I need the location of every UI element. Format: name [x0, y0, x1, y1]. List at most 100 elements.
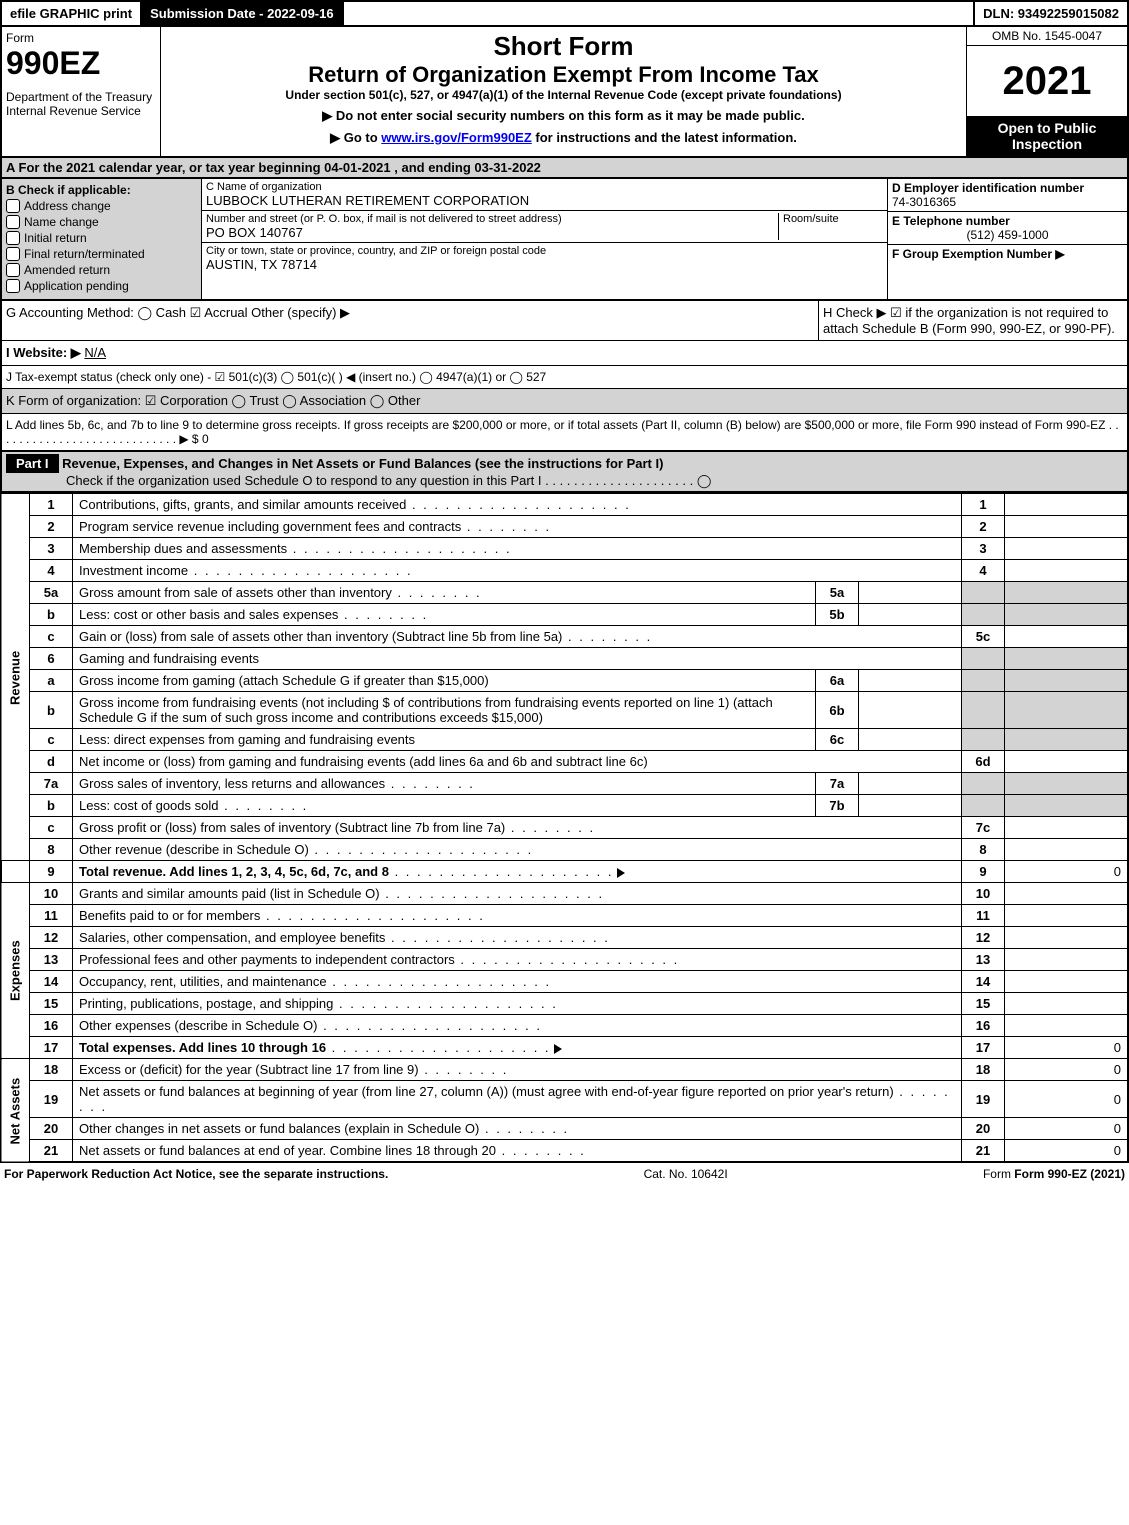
row-7a-amt	[1005, 773, 1129, 795]
instruction-ssn: ▶ Do not enter social security numbers o…	[165, 108, 962, 124]
row-6c-subref: 6c	[816, 729, 859, 751]
efile-print[interactable]: efile GRAPHIC print	[2, 2, 142, 25]
row-21-num: 21	[30, 1140, 73, 1163]
row-6d-ref: 6d	[962, 751, 1005, 773]
row-7c-desc: Gross profit or (loss) from sales of inv…	[73, 817, 962, 839]
row-7a-subref: 7a	[816, 773, 859, 795]
row-16-num: 16	[30, 1015, 73, 1037]
row-7a-ref	[962, 773, 1005, 795]
chk-application-pending[interactable]: Application pending	[6, 279, 197, 293]
header-center: Short Form Return of Organization Exempt…	[161, 27, 966, 156]
row-11-amt	[1005, 905, 1129, 927]
city-value: AUSTIN, TX 78714	[206, 257, 883, 272]
top-bar: efile GRAPHIC print Submission Date - 20…	[0, 0, 1129, 27]
street-label: Number and street (or P. O. box, if mail…	[206, 213, 778, 225]
row-13-desc: Professional fees and other payments to …	[73, 949, 962, 971]
row-8-num: 8	[30, 839, 73, 861]
row-19-ref: 19	[962, 1081, 1005, 1118]
row-12-num: 12	[30, 927, 73, 949]
row-17-amt: 0	[1005, 1037, 1129, 1059]
row-6-ref	[962, 648, 1005, 670]
chk-amended-return[interactable]: Amended return	[6, 263, 197, 277]
row-9-desc: Total revenue. Add lines 1, 2, 3, 4, 5c,…	[73, 861, 962, 883]
row-5a-ref	[962, 582, 1005, 604]
instr2-post: for instructions and the latest informat…	[532, 130, 797, 145]
row-5a-subref: 5a	[816, 582, 859, 604]
row-5a-subamt	[859, 582, 962, 604]
org-info-grid: B Check if applicable: Address change Na…	[0, 179, 1129, 301]
row-5b-subamt	[859, 604, 962, 626]
row-16-ref: 16	[962, 1015, 1005, 1037]
row-1-num: 1	[30, 494, 73, 516]
netassets-side-label: Net Assets	[1, 1059, 30, 1163]
misc-section: G Accounting Method: ◯ Cash ☑ Accrual Ot…	[0, 301, 1129, 452]
row-15-ref: 15	[962, 993, 1005, 1015]
row-5c-amt	[1005, 626, 1129, 648]
row-7b-desc: Less: cost of goods sold	[73, 795, 816, 817]
row-3-desc: Membership dues and assessments	[73, 538, 962, 560]
row-13-ref: 13	[962, 949, 1005, 971]
col-b-title: B Check if applicable:	[6, 183, 197, 197]
row-6-desc: Gaming and fundraising events	[73, 648, 962, 670]
chk-final-return[interactable]: Final return/terminated	[6, 247, 197, 261]
row-6a-subamt	[859, 670, 962, 692]
row-14-amt	[1005, 971, 1129, 993]
header-right: OMB No. 1545-0047 2021 Open to Public In…	[966, 27, 1127, 156]
tel-value: (512) 459-1000	[892, 228, 1123, 242]
row-14-ref: 14	[962, 971, 1005, 993]
row-18-num: 18	[30, 1059, 73, 1081]
row-2-amt	[1005, 516, 1129, 538]
org-name-label: C Name of organization	[206, 181, 883, 193]
row-6c-desc: Less: direct expenses from gaming and fu…	[73, 729, 816, 751]
row-12-amt	[1005, 927, 1129, 949]
row-10-amt	[1005, 883, 1129, 905]
row-6d-num: d	[30, 751, 73, 773]
row-6c-ref	[962, 729, 1005, 751]
line-l-gross-receipts: L Add lines 5b, 6c, and 7b to line 9 to …	[2, 414, 1127, 450]
chk-name-change[interactable]: Name change	[6, 215, 197, 229]
row-18-desc: Excess or (deficit) for the year (Subtra…	[73, 1059, 962, 1081]
row-21-ref: 21	[962, 1140, 1005, 1163]
row-15-desc: Printing, publications, postage, and shi…	[73, 993, 962, 1015]
row-2-num: 2	[30, 516, 73, 538]
part1-title: Revenue, Expenses, and Changes in Net As…	[62, 456, 663, 471]
row-5b-amt	[1005, 604, 1129, 626]
row-4-desc: Investment income	[73, 560, 962, 582]
line-g-accounting: G Accounting Method: ◯ Cash ☑ Accrual Ot…	[2, 301, 818, 340]
instruction-website: ▶ Go to www.irs.gov/Form990EZ for instru…	[165, 130, 962, 146]
row-7b-ref	[962, 795, 1005, 817]
row-5a-desc: Gross amount from sale of assets other t…	[73, 582, 816, 604]
row-7a-desc: Gross sales of inventory, less returns a…	[73, 773, 816, 795]
row-7a-subamt	[859, 773, 962, 795]
row-6-amt	[1005, 648, 1129, 670]
footer-form-ref: Form 990-EZ (2021)	[1014, 1167, 1125, 1181]
footer-left: For Paperwork Reduction Act Notice, see …	[4, 1167, 388, 1181]
row-6b-desc: Gross income from fundraising events (no…	[73, 692, 816, 729]
row-6c-subamt	[859, 729, 962, 751]
chk-initial-return[interactable]: Initial return	[6, 231, 197, 245]
chk-address-change[interactable]: Address change	[6, 199, 197, 213]
row-5b-subref: 5b	[816, 604, 859, 626]
row-6c-num: c	[30, 729, 73, 751]
col-c-org-info: C Name of organization LUBBOCK LUTHERAN …	[202, 179, 887, 299]
street-value: PO BOX 140767	[206, 225, 778, 240]
row-4-amt	[1005, 560, 1129, 582]
row-6a-desc: Gross income from gaming (attach Schedul…	[73, 670, 816, 692]
inspection-label: Open to Public Inspection	[967, 116, 1127, 156]
row-6c-amt	[1005, 729, 1129, 751]
row-4-ref: 4	[962, 560, 1005, 582]
row-4-num: 4	[30, 560, 73, 582]
row-1-amt	[1005, 494, 1129, 516]
row-7c-ref: 7c	[962, 817, 1005, 839]
row-11-num: 11	[30, 905, 73, 927]
irs-link[interactable]: www.irs.gov/Form990EZ	[381, 130, 532, 145]
row-17-num: 17	[30, 1037, 73, 1059]
row-10-num: 10	[30, 883, 73, 905]
row-5b-num: b	[30, 604, 73, 626]
row-6b-num: b	[30, 692, 73, 729]
row-19-desc: Net assets or fund balances at beginning…	[73, 1081, 962, 1118]
tax-year: 2021	[967, 46, 1127, 116]
row-6a-num: a	[30, 670, 73, 692]
department-treasury: Department of the Treasury Internal Reve…	[6, 90, 156, 118]
line-i-website: I Website: ▶ N/A	[2, 341, 819, 365]
